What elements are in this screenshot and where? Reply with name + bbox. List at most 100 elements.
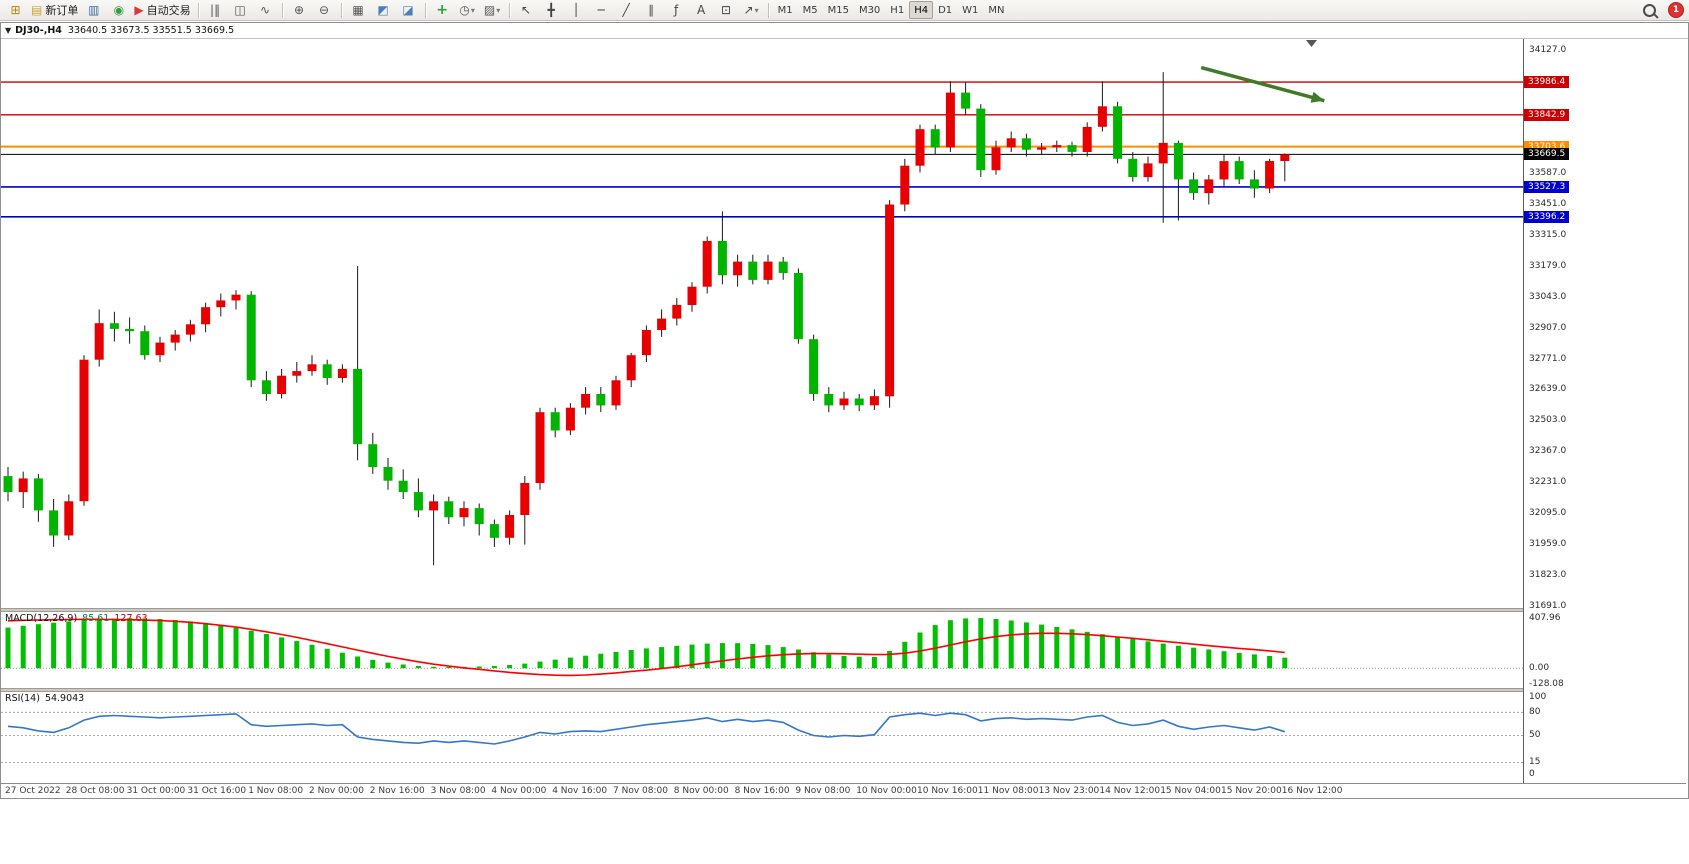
macd-histogram-bar (1145, 641, 1151, 669)
signals-button[interactable]: ◉ (106, 0, 131, 20)
timeframe-m30[interactable]: M30 (858, 4, 881, 16)
periods-button[interactable]: ◷ ▾ (455, 0, 480, 20)
arrows-tool-dropdown-icon: ▾ (754, 5, 759, 15)
chart-shift-button[interactable]: ◪ (396, 0, 421, 20)
notifications-badge[interactable]: 1 (1668, 2, 1684, 18)
macd-histogram-bar (1008, 620, 1014, 669)
macd-histogram-bar (66, 621, 72, 669)
candle-bear (33, 478, 43, 511)
candle-bear (368, 444, 378, 467)
auto-scroll-button[interactable]: ◩ (371, 0, 396, 20)
zoom-out-button[interactable]: ⊖ (312, 0, 337, 20)
macd-histogram-bar (339, 652, 345, 669)
tile-windows-button[interactable]: ▦ (346, 0, 371, 20)
timeframe-d1[interactable]: D1 (938, 4, 953, 16)
price-tick: 32095.0 (1529, 508, 1567, 519)
vertical-line-tool-button[interactable]: │ (564, 0, 589, 20)
horizontal-line-tool-button[interactable]: ─ (589, 0, 614, 20)
macd-histogram-bar (1206, 649, 1212, 669)
time-label: 11 Nov 08:00 (977, 786, 1039, 796)
macd-histogram-bar (856, 656, 862, 669)
chart-ohlc-values: 33640.5 33673.5 33551.5 33669.5 (67, 25, 235, 36)
macd-histogram-bar (643, 648, 649, 669)
templates-button[interactable]: ▨ ▾ (480, 0, 505, 20)
time-axis[interactable]: 27 Oct 2022 28 Oct 08:00 31 Oct 00:00 31 Oc… (1, 783, 1686, 798)
line-chart-button[interactable]: ∿ (253, 0, 278, 20)
timeframe-w1[interactable]: W1 (962, 4, 979, 16)
macd-histogram-bar (552, 659, 558, 669)
arrow-annotation[interactable] (1200, 65, 1325, 103)
zoom-in-button[interactable]: ⊕ (287, 0, 312, 20)
channel-tool-button[interactable]: ∥ (639, 0, 664, 20)
macd-panel-canvas[interactable] (1, 612, 1523, 688)
macd-histogram-bar (1267, 655, 1273, 669)
timeframe-h4[interactable]: H4 (909, 1, 934, 19)
macd-panel-divider[interactable] (1, 608, 1686, 612)
chart-shift-marker[interactable] (1306, 40, 1317, 47)
macd-histogram-bar (203, 623, 209, 669)
timeframe-h1[interactable]: H1 (890, 4, 905, 16)
macd-histogram-bar (735, 643, 741, 669)
price-axis[interactable]: 34127.0 33587.0 33451.0 33315.0 33179.0 33043… (1523, 39, 1687, 783)
market-watch-button[interactable]: ▥ (81, 0, 106, 20)
macd-histogram-bar (218, 625, 224, 669)
price-chart-canvas[interactable] (1, 39, 1523, 609)
timeframe-m1[interactable]: M1 (777, 4, 793, 16)
macd-histogram-bar (537, 661, 543, 669)
candle-bull (1265, 161, 1275, 189)
price-tick: 31691.0 (1529, 600, 1567, 611)
rsi-panel-canvas[interactable] (1, 692, 1523, 783)
current-price-line-price-tag: 33669.5 (1524, 148, 1570, 161)
candle-bear (1067, 145, 1077, 152)
macd-histogram-bar (96, 619, 102, 669)
candle-bear (1173, 142, 1183, 180)
time-label: 1 Nov 08:00 (248, 786, 304, 796)
macd-histogram-bar (963, 618, 969, 669)
crosshair-tool-button[interactable]: ╋ (539, 0, 564, 20)
timeframe-m5[interactable]: M5 (802, 4, 818, 16)
macd-histogram-bar (431, 666, 437, 669)
timeframe-mn[interactable]: MN (988, 4, 1005, 16)
time-label: 15 Nov 20:00 (1221, 786, 1282, 796)
macd-histogram-bar (1191, 647, 1197, 669)
candle-bull (170, 334, 180, 343)
macd-histogram-bar (719, 643, 725, 669)
candlestick-chart-button[interactable]: ◫ (228, 0, 253, 20)
text-label-tool-button[interactable]: ⊡ (714, 0, 739, 20)
candle-bear (489, 524, 499, 538)
candle-bear (1249, 179, 1259, 189)
timeframe-m15[interactable]: M15 (827, 4, 849, 16)
zoom-out-icon: ⊖ (319, 3, 330, 17)
arrows-tool-button[interactable]: ↗ ▾ (739, 0, 764, 20)
macd-value-signal: 127.63 (114, 613, 148, 624)
text-tool-button[interactable]: A (689, 0, 714, 20)
fibonacci-tool-button[interactable]: ƒ (664, 0, 689, 20)
indicators-button[interactable]: + (430, 0, 455, 20)
macd-histogram-bar (263, 634, 269, 669)
time-label: 2 Nov 00:00 (309, 786, 364, 796)
macd-histogram-bar (567, 657, 573, 669)
symbol-dropdown-icon[interactable]: ▼ (5, 26, 12, 35)
macd-histogram-bar (598, 653, 604, 669)
indicators-icon: + (436, 2, 448, 18)
candle-bull (945, 92, 955, 148)
time-label: 10 Nov 00:00 (856, 786, 917, 796)
candle-bull (459, 508, 469, 518)
new-order-button[interactable]: ▤ 新订单 (28, 0, 81, 20)
candle-bull (1097, 106, 1107, 127)
bar-chart-button[interactable]: |‖ (203, 0, 228, 20)
time-label: 31 Oct 00:00 (126, 786, 186, 796)
macd-histogram-bar (689, 644, 695, 669)
cursor-tool-button[interactable]: ↖ (514, 0, 539, 20)
candle-bear (444, 501, 454, 518)
chart-header: ▼ DJ30-,H4 33640.5 33673.5 33551.5 33669… (1, 23, 1688, 39)
new-chart-button[interactable]: ⊞ (3, 0, 28, 20)
search-button[interactable] (1637, 0, 1662, 20)
trendline-tool-button[interactable]: ╱ (614, 0, 639, 20)
auto-trading-button[interactable]: ▶ 自动交易 (131, 0, 193, 20)
rsi-panel-divider[interactable] (1, 688, 1686, 692)
toolbar-separator (197, 2, 199, 18)
price-tick: 32907.0 (1529, 323, 1567, 333)
candle-bull (581, 394, 591, 408)
macd-histogram-bar (476, 666, 482, 669)
